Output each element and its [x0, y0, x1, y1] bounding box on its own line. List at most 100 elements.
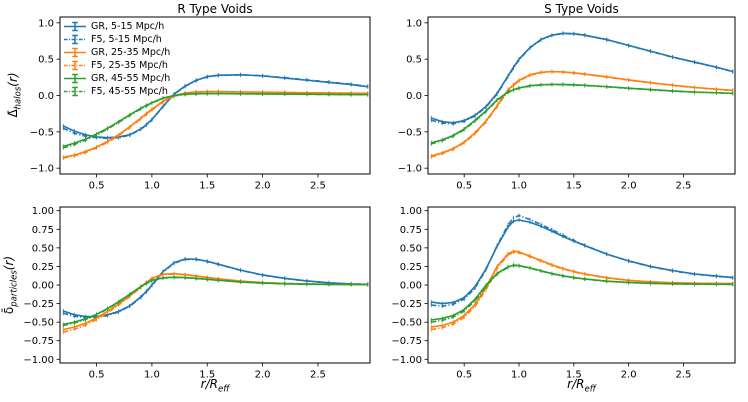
- legend-entry-label: F5, 5-15 Mpc/h: [91, 34, 162, 45]
- y-tick-label: 0.00: [400, 281, 422, 292]
- series-line: [63, 258, 368, 319]
- series-line: [431, 83, 733, 145]
- y-tick-label: 0.25: [400, 262, 422, 273]
- series-line: [431, 32, 734, 124]
- x-tick-label: 1.0: [511, 370, 527, 381]
- x-tick-label: 1.5: [566, 181, 582, 192]
- series-line: [63, 276, 368, 327]
- errorbar-key-icon: [64, 21, 86, 32]
- legend-entry: GR, 25-35 Mpc/h: [64, 46, 170, 59]
- y-tick-label: −0.50: [23, 318, 54, 329]
- y-tick-label: −0.50: [391, 318, 422, 329]
- series-line: [63, 90, 368, 159]
- ylabel-delta-halos: Δ̄halos(r): [6, 72, 24, 118]
- y-tick-label: 0.00: [32, 281, 54, 292]
- series-line: [431, 264, 733, 323]
- y-tick-label: −0.75: [391, 336, 422, 347]
- series-line: [63, 92, 368, 148]
- errorbars-r-halos: [62, 89, 369, 160]
- x-tick-label: 1.5: [199, 370, 215, 381]
- y-tick-label: −0.75: [23, 336, 54, 347]
- x-tick-label: 0.5: [89, 370, 105, 381]
- y-tick-label: 1.0: [38, 18, 54, 29]
- y-tick-label: −0.25: [23, 299, 54, 310]
- x-tick-label: 1.0: [144, 370, 160, 381]
- errorbars-r-particles: [62, 275, 369, 328]
- x-tick-label: 2.5: [310, 181, 326, 192]
- x-tick-label: 1.5: [566, 370, 582, 381]
- legend-entry: F5, 25-35 Mpc/h: [64, 59, 170, 72]
- y-tick-label: 1.0: [406, 18, 422, 29]
- x-tick-label: 1.0: [511, 181, 527, 192]
- ylabel-particles-subscript: particles: [9, 270, 20, 307]
- y-tick-label: −0.25: [391, 299, 422, 310]
- series-line: [431, 214, 733, 307]
- ylabel-halos-arg: (r): [6, 72, 20, 87]
- xlabel-r-over-reff-left: r/Reff: [60, 377, 370, 394]
- legend: GR, 5-15 Mpc/h F5, 5-15 Mpc/h GR, 25-35 Mp…: [64, 20, 170, 98]
- x-tick-label: 2.5: [676, 370, 692, 381]
- y-tick-label: 0.5: [406, 55, 422, 66]
- y-tick-label: 0.5: [38, 55, 54, 66]
- legend-entry-label: GR, 5-15 Mpc/h: [91, 21, 165, 32]
- series-line: [431, 251, 733, 331]
- ylabel-delta-particles: δ̄particles(r): [2, 255, 20, 315]
- xlabel-left-main: r/R: [200, 377, 218, 391]
- x-tick-label: 2.5: [676, 181, 692, 192]
- errorbars-s-particles: [430, 213, 734, 309]
- series-line: [431, 250, 733, 328]
- errorbars-r-halos: [62, 89, 369, 161]
- subplot-r-halos: 0.5 1.0 1.5 2.0 2.5 −1.0 −0.5 0.0 0.5 1.0: [30, 16, 371, 192]
- axes-frame: [427, 206, 736, 364]
- errorbars-s-particles: [430, 263, 734, 322]
- errorbar-key-icon: [64, 34, 86, 45]
- y-tick-label: 0.25: [32, 262, 54, 273]
- x-tick-label: 0.5: [456, 370, 472, 381]
- errorbars-s-halos: [430, 31, 734, 125]
- series-line: [63, 92, 368, 149]
- subplot-s-halos: 0.5 1.0 1.5 2.0 2.5 −1.0 −0.5 0.0 0.5 1.0: [398, 16, 736, 192]
- subplot-s-particles: 0.5 1.0 1.5 2.0 2.5 −1.00 −0.75 −0.50 −0.25 0.00 0…: [391, 206, 736, 381]
- legend-entry-label: GR, 25-35 Mpc/h: [91, 47, 171, 58]
- legend-entry: GR, 45-55 Mpc/h: [64, 72, 170, 85]
- y-tick-label: 0.0: [38, 91, 54, 102]
- x-tick-label: 2.5: [310, 370, 326, 381]
- x-tick-label: 0.5: [456, 181, 472, 192]
- ylabel-halos-symbol: Δ̄: [6, 109, 20, 118]
- legend-entry-label: F5, 45-55 Mpc/h: [91, 86, 168, 97]
- y-tick-label: −1.0: [30, 164, 54, 175]
- xlabel-right-subscript: eff: [584, 384, 596, 395]
- subplot-r-particles: 0.5 1.0 1.5 2.0 2.5 −1.00 −0.75 −0.50 −0.25 0.00 0…: [23, 206, 371, 381]
- series-line: [63, 276, 368, 326]
- ylabel-particles-arg: (r): [2, 255, 16, 271]
- y-tick-label: 1.00: [400, 206, 422, 217]
- x-tick-label: 2.0: [621, 370, 637, 381]
- ylabel-halos-subscript: halos: [13, 86, 24, 110]
- errorbars-r-particles: [62, 257, 369, 319]
- errorbar-key-icon: [64, 86, 86, 97]
- series-line: [63, 91, 368, 159]
- legend-entry: F5, 45-55 Mpc/h: [64, 85, 170, 98]
- series-line: [431, 70, 733, 158]
- errorbar-key-icon: [64, 60, 86, 71]
- series-line: [62, 73, 368, 140]
- series-line: [431, 32, 734, 125]
- x-tick-label: 2.0: [255, 370, 271, 381]
- ylabel-particles-symbol: δ̄: [2, 306, 16, 315]
- xlabel-r-over-reff-right: r/Reff: [428, 377, 735, 395]
- series-line: [431, 219, 733, 305]
- errorbar-key-icon: [64, 47, 86, 58]
- y-tick-label: 0.50: [32, 243, 54, 254]
- y-tick-label: −1.00: [23, 355, 54, 366]
- y-tick-label: 0.50: [400, 243, 422, 254]
- y-tick-label: 0.75: [32, 225, 54, 236]
- y-tick-label: −1.00: [391, 355, 422, 366]
- y-tick-label: 1.00: [32, 206, 54, 217]
- x-tick-label: 2.0: [255, 181, 271, 192]
- y-tick-label: −0.5: [398, 127, 422, 138]
- errorbars-s-halos: [430, 31, 734, 126]
- errorbars-s-particles: [430, 250, 734, 332]
- errorbar-key-icon: [64, 73, 86, 84]
